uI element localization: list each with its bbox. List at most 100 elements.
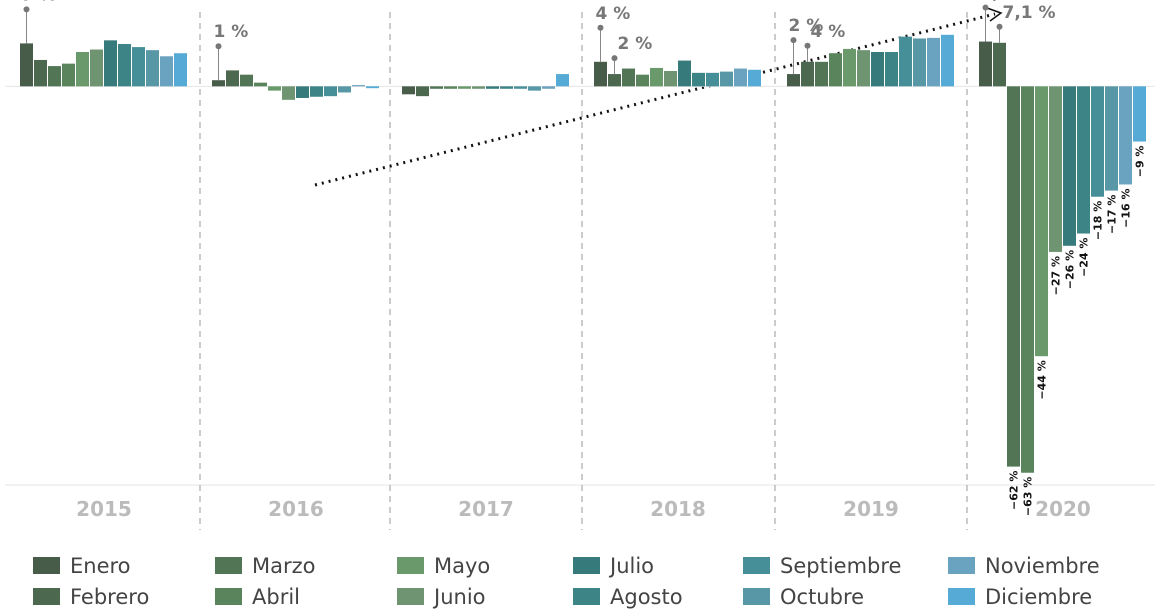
data-label: −27 % — [1050, 256, 1063, 295]
bar — [254, 82, 267, 87]
legend-label: Junio — [432, 585, 486, 609]
legend-swatch — [397, 557, 424, 574]
legend-swatch — [215, 588, 242, 605]
bar — [1091, 86, 1104, 197]
bar — [1021, 86, 1034, 473]
label-dot — [982, 4, 989, 11]
bar — [62, 63, 75, 87]
bar — [692, 72, 705, 87]
bar — [76, 51, 89, 87]
bar — [416, 86, 429, 97]
bar — [500, 86, 513, 89]
bar — [857, 50, 870, 87]
data-label: −63 % — [1022, 477, 1035, 516]
data-label: −9 % — [1134, 146, 1147, 178]
data-label: −26 % — [1064, 250, 1077, 289]
bar — [1077, 86, 1090, 234]
data-label: 2 % — [618, 34, 653, 54]
bar — [608, 74, 621, 87]
data-label: 7,3 % — [981, 0, 1034, 4]
bar — [1049, 86, 1062, 252]
data-label: −16 % — [1120, 188, 1133, 227]
bar — [20, 43, 33, 87]
data-label: 7 % — [22, 0, 57, 5]
data-label: 1 % — [214, 22, 249, 42]
year-label: 2017 — [458, 497, 514, 521]
legend-swatch — [573, 588, 600, 605]
bar — [296, 86, 309, 98]
bar — [282, 86, 295, 100]
bar — [160, 56, 173, 87]
legend-swatch — [948, 557, 975, 574]
legend-label: Febrero — [70, 585, 149, 609]
bar — [338, 86, 351, 93]
bar — [913, 38, 926, 87]
bar — [941, 34, 954, 87]
bar — [174, 53, 187, 87]
bar — [664, 71, 677, 87]
legend-label: Abril — [252, 585, 300, 609]
bar — [542, 86, 555, 89]
legend-swatch — [33, 588, 60, 605]
year-label: 2020 — [1035, 497, 1091, 521]
legend-swatch — [948, 588, 975, 605]
bar — [118, 44, 131, 87]
label-dot — [611, 55, 618, 62]
legend-swatch — [33, 557, 60, 574]
label-dot — [215, 43, 222, 50]
bar — [899, 36, 912, 87]
legend-label: Mayo — [434, 554, 490, 578]
bar — [843, 48, 856, 87]
bar — [132, 47, 145, 87]
legend-label: Enero — [70, 554, 131, 578]
bar — [885, 51, 898, 87]
bar — [472, 86, 485, 89]
legend-label: Julio — [608, 554, 654, 578]
legend-label: Noviembre — [985, 554, 1100, 578]
bar — [1007, 86, 1020, 467]
label-dot — [996, 23, 1003, 30]
data-label: −24 % — [1078, 238, 1091, 277]
year-label: 2015 — [76, 497, 132, 521]
label-dot — [790, 37, 797, 44]
bar — [678, 60, 691, 87]
separators — [199, 12, 968, 530]
legend-label: Agosto — [610, 585, 683, 609]
bar — [352, 85, 365, 87]
bar — [636, 74, 649, 87]
bar — [366, 86, 379, 89]
legend-swatch — [573, 557, 600, 574]
bar — [310, 86, 323, 97]
year-label: 2016 — [268, 497, 324, 521]
bar — [90, 49, 103, 87]
bar — [444, 86, 457, 89]
bar — [1035, 86, 1048, 357]
bar — [720, 71, 733, 87]
bar — [1119, 86, 1132, 185]
bar — [458, 86, 471, 89]
data-label: 7,1 % — [1003, 3, 1056, 23]
bar — [212, 80, 225, 87]
bar — [146, 50, 159, 87]
legend-swatch — [743, 588, 770, 605]
bar — [1133, 86, 1146, 142]
bar — [486, 86, 499, 89]
data-label: −18 % — [1092, 201, 1105, 240]
bar — [104, 40, 117, 87]
bar — [594, 61, 607, 87]
legend-swatch — [397, 588, 424, 605]
bar — [1105, 86, 1118, 191]
bar — [787, 74, 800, 87]
data-label: 4 % — [811, 22, 846, 42]
bar — [622, 68, 635, 87]
bar — [871, 51, 884, 87]
legend-label: Octubre — [780, 585, 864, 609]
data-label: −62 % — [1008, 471, 1021, 510]
legend-label: Marzo — [252, 554, 316, 578]
bar — [650, 67, 663, 87]
label-dot — [597, 24, 604, 31]
bar — [748, 69, 761, 87]
bar — [402, 86, 415, 95]
legend-swatch — [743, 557, 770, 574]
